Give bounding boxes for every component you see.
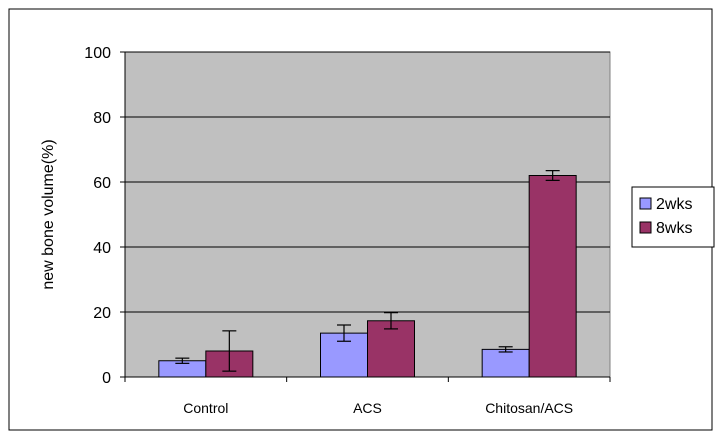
legend-box <box>631 186 715 248</box>
legend-label: 8wks <box>656 220 692 237</box>
legend: 2wks 8wks <box>631 186 715 248</box>
gridlines <box>125 51 610 313</box>
y-tick-label: 100 <box>84 45 111 62</box>
y-tick-label: 20 <box>93 305 111 322</box>
x-category-label: ACS <box>353 400 382 416</box>
bar-8wks <box>528 175 577 378</box>
legend-label: 2wks <box>656 196 692 213</box>
y-tick-label: 80 <box>93 110 111 127</box>
y-tick-labels: 0 20 40 60 80 100 <box>84 45 111 387</box>
x-category-label: Chitosan/ACS <box>485 400 573 416</box>
legend-swatch-8wks <box>639 221 652 234</box>
x-category-labels: Control ACS Chitosan/ACS <box>183 400 573 416</box>
bar-2wks <box>481 348 530 378</box>
legend-swatch-2wks <box>639 197 652 210</box>
y-axis-title: new bone volume(%) <box>40 139 57 289</box>
y-tick-label: 60 <box>93 175 111 192</box>
y-tick-label: 40 <box>93 240 111 257</box>
y-tick-label: 0 <box>102 370 111 387</box>
bar-8wks <box>367 320 415 378</box>
axes <box>120 51 611 382</box>
error-bars <box>175 170 560 372</box>
x-category-label: Control <box>183 400 228 416</box>
